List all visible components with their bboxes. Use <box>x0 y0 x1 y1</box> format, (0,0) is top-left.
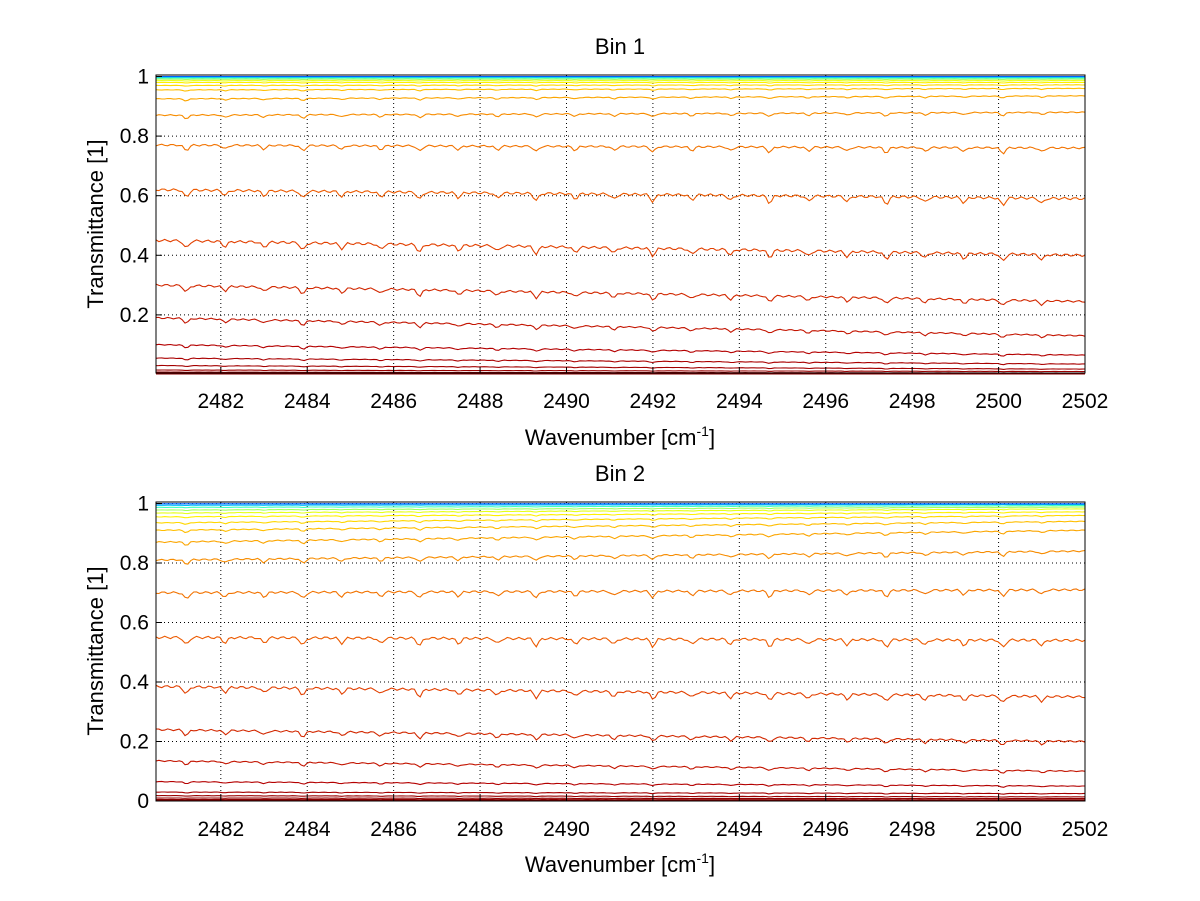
series-line <box>155 143 1086 155</box>
y-tick-label: 0.4 <box>120 671 150 694</box>
x-tick-label: 2486 <box>370 390 417 413</box>
y-tick-label: 0.8 <box>120 552 149 575</box>
series-line <box>155 343 1086 357</box>
x-tick-label: 2482 <box>197 818 244 841</box>
series-line <box>155 238 1086 262</box>
series-line <box>155 357 1085 366</box>
axes-box <box>155 74 1086 374</box>
series-line <box>155 283 1086 307</box>
series-line <box>155 780 1085 788</box>
series-line <box>156 316 1086 339</box>
plot-title: Bin 2 <box>595 461 645 486</box>
x-tick-label: 2482 <box>197 390 244 413</box>
y-tick-label: 0 <box>137 790 149 813</box>
axes-box <box>155 501 1086 802</box>
y-tick-label: 0.2 <box>120 304 149 327</box>
series-line <box>155 87 1086 92</box>
series-line <box>155 684 1086 704</box>
series-line <box>155 514 1086 525</box>
y-tick-label: 1 <box>137 492 149 515</box>
series-line <box>155 506 1086 512</box>
series-line <box>155 503 1085 506</box>
series-line <box>155 797 1085 800</box>
series-line <box>155 529 1086 546</box>
series-line <box>155 95 1086 102</box>
x-tick-label: 2498 <box>889 818 936 841</box>
x-tick-label: 2502 <box>1062 390 1109 413</box>
x-tick-label: 2490 <box>543 818 590 841</box>
series-line <box>155 728 1086 746</box>
x-tick-label: 2492 <box>630 818 677 841</box>
x-tick-label: 2494 <box>716 818 763 841</box>
plot-bin-1: Bin 1 2482 2484 2486 2488 2490 2492 2494 2496 24… <box>83 34 1108 450</box>
x-tick-label: 2492 <box>630 390 677 413</box>
x-axis-label: Wavenumber [cm-1] <box>525 423 715 450</box>
series-line <box>155 511 1086 519</box>
x-tick-label: 2484 <box>284 390 331 413</box>
x-axis-label: Wavenumber [cm-1] <box>525 850 715 877</box>
y-tick-label: 1 <box>137 65 149 88</box>
x-tick-label: 2488 <box>457 390 504 413</box>
x-tick-label: 2496 <box>802 818 849 841</box>
x-tick-label: 2486 <box>370 818 417 841</box>
plot-bin-2: Bin 2 2482 2484 2486 2488 2490 2492 2494 2496 24… <box>83 461 1108 877</box>
series-line <box>155 520 1086 534</box>
y-axis-label: Transmittance [1] <box>83 566 108 735</box>
series-line <box>155 795 1086 798</box>
y-tick-label: 0.6 <box>120 611 149 634</box>
x-tick-label: 2498 <box>889 390 936 413</box>
y-tick-label: 0.6 <box>120 185 149 208</box>
series-line <box>155 364 1086 370</box>
series-line <box>155 369 1086 373</box>
series-line <box>155 84 1086 87</box>
x-tick-label: 2484 <box>284 818 331 841</box>
y-axis-label: Transmittance [1] <box>83 139 108 308</box>
y-tick-label: 0.8 <box>120 125 149 148</box>
series-line <box>155 504 1086 509</box>
x-tick-label: 2494 <box>716 390 763 413</box>
y-tick-label: 0.2 <box>120 730 149 753</box>
series-line <box>155 549 1086 565</box>
y-tick-label: 0.4 <box>120 244 150 267</box>
series-line <box>156 80 1086 82</box>
x-tick-label: 2502 <box>1062 818 1109 841</box>
series-line <box>155 759 1086 774</box>
series-line <box>155 588 1086 599</box>
x-tick-label: 2496 <box>802 390 849 413</box>
series-line <box>155 188 1086 207</box>
x-tick-label: 2490 <box>543 390 590 413</box>
series-line <box>156 791 1086 795</box>
series-line <box>155 111 1086 120</box>
series-line <box>156 508 1086 515</box>
x-tick-label: 2500 <box>975 818 1022 841</box>
plot-title: Bin 1 <box>595 34 645 59</box>
x-tick-label: 2488 <box>457 818 504 841</box>
x-tick-label: 2500 <box>975 390 1022 413</box>
series-line <box>156 81 1086 84</box>
series-line <box>155 635 1086 649</box>
